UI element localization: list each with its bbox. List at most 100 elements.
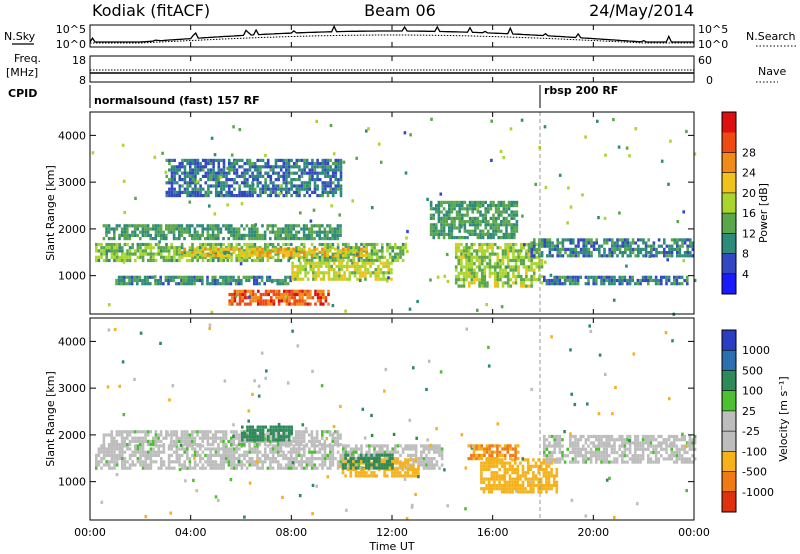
echo-cell (322, 261, 326, 265)
echo-cell (338, 213, 341, 217)
echo-cell (522, 255, 526, 259)
echo-cell (193, 252, 197, 256)
echo-cell (332, 152, 336, 156)
echo-cell (178, 162, 182, 166)
echo-cell (251, 292, 255, 297)
echo-cell (147, 466, 150, 470)
echo-cell (214, 460, 218, 464)
echo-cell (289, 439, 293, 443)
echo-cell (323, 463, 327, 467)
echo-cell (676, 247, 679, 251)
echo-cell (587, 254, 591, 258)
echo-cell (141, 460, 145, 464)
echo-cell (372, 466, 376, 470)
echo-cell (526, 477, 530, 481)
echo-cell (165, 255, 168, 259)
echo-cell (209, 247, 212, 251)
echo-cell (412, 447, 415, 451)
echo-cell (686, 278, 689, 283)
echo-cell (139, 443, 142, 447)
echo-cell (488, 252, 492, 256)
echo-cell (331, 304, 335, 308)
echo-cell (126, 443, 129, 447)
echo-cell (442, 200, 446, 204)
echo-cell (683, 278, 686, 283)
echo-cell (500, 200, 503, 204)
echo-cell (207, 171, 210, 175)
echo-cell (185, 275, 188, 279)
echo-cell (496, 447, 499, 451)
echo-cell (186, 453, 189, 457)
echo-cell (654, 278, 658, 283)
echo-cell (293, 302, 296, 306)
echo-cell (329, 158, 332, 162)
echo-cell (339, 187, 343, 191)
echo-cell (277, 431, 280, 436)
echo-cell (180, 439, 184, 443)
echo-cell (274, 436, 277, 440)
echo-cell (136, 233, 139, 237)
echo-cell (243, 174, 247, 178)
echo-cell (427, 466, 431, 470)
echo-cell (251, 194, 254, 198)
echo-cell (183, 174, 187, 178)
echo-cell (238, 453, 241, 457)
echo-cell (502, 232, 506, 236)
echo-cell (299, 271, 302, 275)
echo-cell (519, 490, 522, 494)
echo-cell (558, 450, 562, 455)
echo-cell (542, 458, 546, 462)
echo-cell (207, 174, 210, 178)
echo-cell (477, 457, 481, 461)
echo-cell (382, 264, 385, 268)
echo-cell (485, 461, 488, 465)
echo-cell (217, 466, 220, 470)
echo-cell (378, 460, 381, 464)
echo-cell (196, 187, 200, 191)
echo-cell (689, 244, 692, 248)
echo-cell (198, 233, 202, 237)
echo-cell (657, 282, 660, 286)
echo-cell (258, 237, 262, 241)
echo-cell (455, 236, 459, 240)
echo-cell (175, 252, 179, 256)
echo-cell (274, 171, 278, 175)
echo-cell (264, 450, 267, 454)
echo-cell (553, 278, 556, 283)
echo-cell (321, 463, 324, 467)
echo-cell (227, 165, 231, 169)
echo-cell (401, 474, 405, 478)
echo-cell (256, 425, 260, 429)
echo-cell (534, 477, 538, 481)
echo-cell (209, 252, 212, 256)
echo-cell (212, 255, 215, 259)
echo-cell (670, 238, 674, 242)
echo-cell (279, 250, 283, 254)
echo-cell (259, 428, 262, 432)
echo-cell (162, 249, 166, 253)
echo-cell (264, 190, 267, 194)
echo-cell (175, 227, 178, 231)
echo-cell (506, 461, 509, 465)
echo-cell (232, 247, 236, 251)
echo-cell (383, 458, 386, 462)
echo-cell (267, 292, 270, 297)
echo-cell (287, 171, 291, 175)
echo-cell (384, 271, 388, 275)
echo-cell (547, 474, 551, 478)
echo-cell (206, 457, 210, 461)
echo-cell (539, 461, 543, 465)
echo-cell (334, 165, 338, 169)
echo-cell (616, 238, 619, 242)
echo-cell (113, 453, 116, 457)
echo-cell (120, 433, 124, 437)
echo-cell (102, 436, 106, 440)
echo-cell (248, 450, 251, 454)
echo-cell (152, 252, 155, 256)
echo-cell (484, 232, 487, 236)
echo-cell (427, 450, 431, 454)
echo-cell (219, 457, 223, 461)
echo-cell (314, 289, 317, 293)
echo-cell (178, 190, 182, 194)
echo-cell (453, 236, 456, 240)
